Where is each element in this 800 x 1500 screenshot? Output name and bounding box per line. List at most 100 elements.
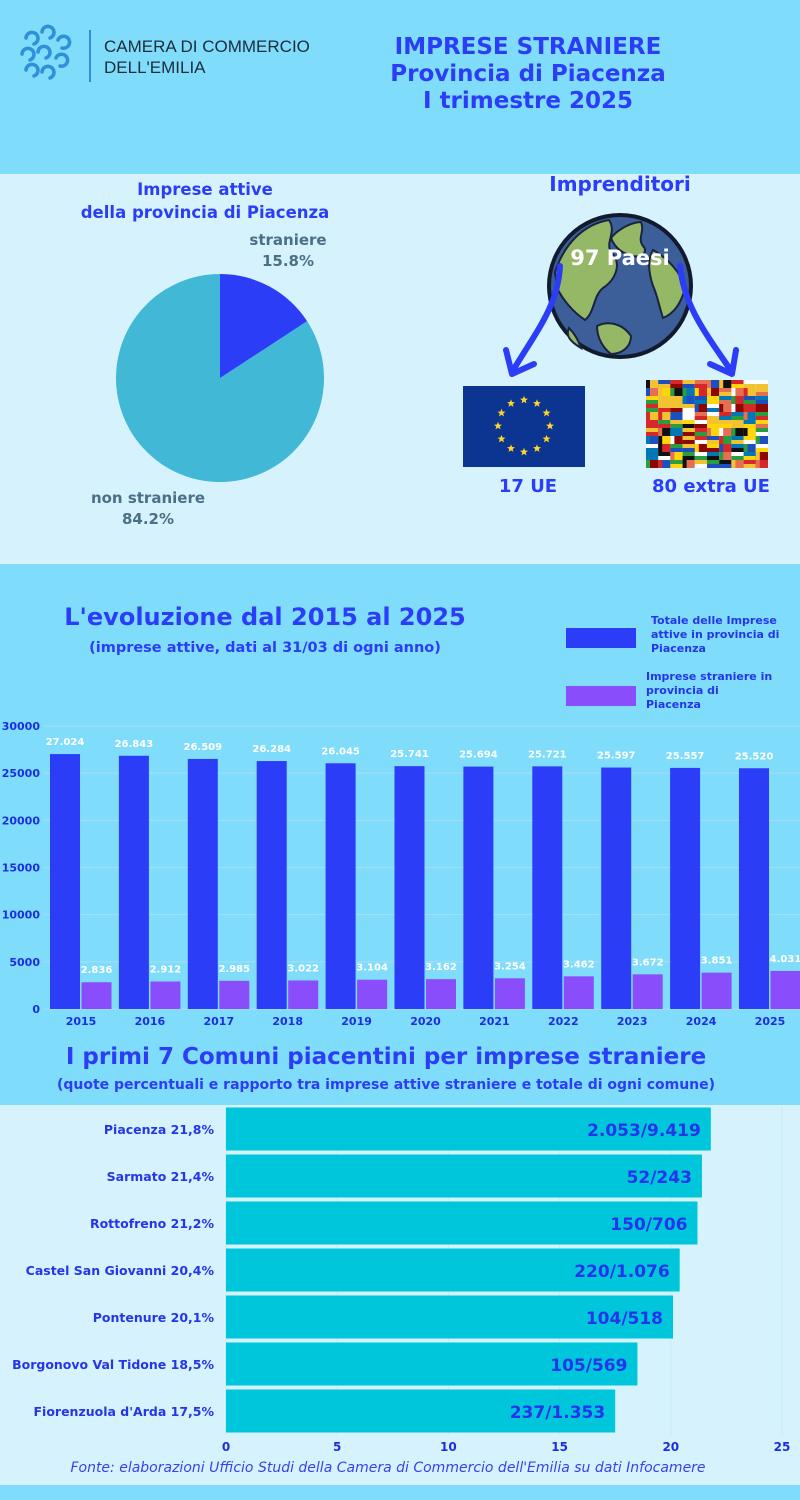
flag-stripe xyxy=(743,440,756,444)
bar-value-label: 2.985 xyxy=(218,964,250,975)
x-tick-label: 2020 xyxy=(410,1015,441,1028)
legend-total-line2: attive in provincia di xyxy=(651,628,780,641)
flag-stripe xyxy=(694,416,707,420)
bar-value-label: 25.741 xyxy=(390,749,429,760)
flag-stripe xyxy=(658,384,671,388)
bar-value-label: 26.284 xyxy=(252,744,291,755)
flag-stripe xyxy=(719,436,724,444)
eu-star-icon xyxy=(507,399,515,407)
flag-stripe xyxy=(646,400,659,404)
flag-stripe xyxy=(743,464,756,468)
bar-total xyxy=(463,766,494,1009)
flag-stripe xyxy=(707,388,711,396)
flag-stripe xyxy=(670,416,683,420)
flag-stripe xyxy=(755,400,768,404)
eu-star-icon xyxy=(520,395,528,404)
flag-tile xyxy=(694,444,707,452)
eu-star-icon xyxy=(533,444,541,452)
comune-ratio-label: 105/569 xyxy=(550,1356,627,1376)
flag-stripe xyxy=(670,464,683,468)
flag-stripe xyxy=(658,460,663,468)
flag-tile xyxy=(743,444,756,452)
legend-total-label: Totale delle Imprese attive in provincia… xyxy=(651,614,797,656)
legend-total-swatch xyxy=(566,628,636,648)
flag-stripe xyxy=(731,456,744,460)
flag-stripe xyxy=(755,460,760,468)
flag-tile xyxy=(658,460,671,468)
x-tick-label: 2015 xyxy=(66,1015,97,1028)
flag-tile xyxy=(658,428,671,436)
flag-tile xyxy=(719,380,732,388)
flag-tile xyxy=(755,436,768,444)
eu-count-label: 17 UE xyxy=(498,476,558,497)
flag-stripe xyxy=(755,452,760,460)
comune-ratio-label: 104/518 xyxy=(586,1309,663,1329)
globe-icon xyxy=(547,213,693,359)
comune-label: Pontenure 20,1% xyxy=(93,1310,215,1325)
evolution-bar-chart: 0 5000 10000 15000 20000 25000 30000 27.024 2.83… xyxy=(2,720,800,1028)
eu-star-icon xyxy=(497,434,506,443)
flag-stripe xyxy=(719,404,724,412)
comune-ratio-label: 52/243 xyxy=(627,1168,692,1188)
page-title-line2: Provincia di Piacenza xyxy=(390,61,666,87)
flag-stripe xyxy=(646,388,650,396)
x-tick-label: 5 xyxy=(333,1440,341,1454)
pie-label-non-straniere-pct: 84.2% xyxy=(121,510,175,528)
flag-stripe xyxy=(682,408,695,412)
bar-value-label: 26.045 xyxy=(321,746,360,757)
pie-label-straniere-name: straniere xyxy=(249,231,327,249)
flag-stripe xyxy=(694,440,707,444)
flag-stripe xyxy=(707,448,720,452)
flag-stripe xyxy=(731,428,736,436)
pie-slice-straniere xyxy=(220,274,308,378)
flag-stripe xyxy=(646,380,650,388)
flag-stripe xyxy=(743,456,756,460)
flag-stripe xyxy=(646,452,650,460)
flag-tile xyxy=(731,388,744,396)
flag-stripe xyxy=(719,428,724,436)
comune-ratio-label: 237/1.353 xyxy=(510,1403,605,1423)
flag-stripe xyxy=(707,380,711,388)
logo-mark-icon xyxy=(20,24,72,80)
comune-bar xyxy=(226,1342,638,1386)
pie-chart xyxy=(116,274,324,482)
flag-stripe xyxy=(707,416,720,420)
legend-total-line3: Piacenza xyxy=(651,642,706,655)
pie-label-non-straniere: non straniere 84.2% xyxy=(78,488,218,530)
comune-bar xyxy=(226,1107,711,1151)
flag-stripe xyxy=(719,400,732,404)
bar-foreign xyxy=(357,979,388,1009)
flag-stripe xyxy=(707,464,720,468)
flag-tile xyxy=(707,428,720,436)
bar-foreign xyxy=(81,982,112,1009)
flag-stripe xyxy=(682,424,695,428)
flag-stripe xyxy=(755,436,760,444)
y-tick-label: 15000 xyxy=(2,862,41,875)
bar-value-label: 3.462 xyxy=(563,959,595,970)
flag-stripe xyxy=(719,392,732,396)
flag-tile xyxy=(719,428,732,436)
flag-stripe xyxy=(743,388,748,396)
flag-tile xyxy=(646,452,659,460)
flag-stripe xyxy=(694,388,699,396)
flag-stripe xyxy=(731,396,736,404)
comune-bar xyxy=(226,1248,680,1292)
legend-foreign-line1: Imprese straniere in xyxy=(646,670,773,683)
bar-foreign xyxy=(150,981,181,1009)
bar-value-label: 25.721 xyxy=(528,749,567,760)
flag-stripe xyxy=(670,384,683,388)
flag-stripe xyxy=(658,424,671,428)
flag-stripe xyxy=(670,432,683,436)
flag-stripe xyxy=(658,412,663,420)
flag-stripe xyxy=(694,444,699,452)
legend-foreign-line3: Piacenza xyxy=(646,698,701,711)
flag-stripe xyxy=(682,440,695,444)
flag-tile xyxy=(682,388,695,396)
flag-tile xyxy=(719,452,732,460)
flag-tile xyxy=(743,428,756,436)
flag-stripe xyxy=(707,440,720,444)
flag-stripe xyxy=(658,428,663,436)
bar-value-label: 3.672 xyxy=(632,957,664,968)
flag-stripe xyxy=(694,432,707,436)
flag-tile xyxy=(719,436,732,444)
